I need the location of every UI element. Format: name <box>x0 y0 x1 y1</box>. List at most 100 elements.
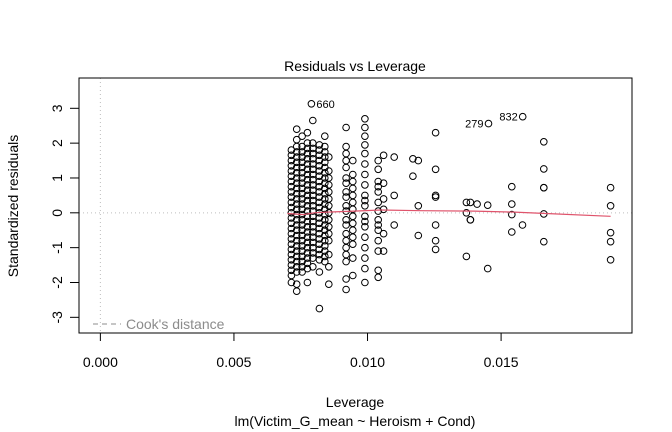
data-point <box>292 174 301 182</box>
data-point <box>321 200 329 208</box>
data-point <box>287 229 296 238</box>
data-point <box>374 156 383 165</box>
data-point <box>303 128 312 137</box>
data-point <box>321 236 329 245</box>
data-point <box>287 198 296 207</box>
x-axis-label: Leverage <box>326 394 385 410</box>
data-point <box>431 236 440 245</box>
data-point <box>361 141 369 149</box>
data-point <box>298 268 306 276</box>
data-point <box>606 256 615 264</box>
data-point <box>292 200 301 208</box>
data-point <box>303 233 312 241</box>
data-point <box>298 247 306 255</box>
data-point <box>342 149 350 158</box>
x-tick-label: 0.005 <box>216 354 251 370</box>
data-point <box>325 153 333 161</box>
data-point <box>287 177 296 186</box>
y-tick-label: -3 <box>49 311 65 324</box>
data-point <box>315 156 324 165</box>
data-point <box>292 287 301 296</box>
data-point <box>379 205 388 214</box>
data-point <box>292 247 301 255</box>
data-point <box>325 250 333 259</box>
data-point <box>540 165 548 173</box>
data-point <box>361 181 369 189</box>
plot-frame <box>78 77 633 334</box>
data-point <box>287 250 296 259</box>
data-point <box>303 254 312 262</box>
data-point <box>349 177 357 186</box>
data-point <box>606 183 615 192</box>
data-point <box>292 153 301 161</box>
data-point <box>303 186 312 194</box>
data-point <box>321 257 329 266</box>
data-point <box>374 207 383 215</box>
data-point <box>292 257 301 266</box>
data-point <box>342 174 350 182</box>
data-point <box>342 156 350 165</box>
data-point <box>292 226 301 234</box>
data-point <box>606 202 615 210</box>
data-point <box>303 264 312 273</box>
data-point <box>303 144 312 153</box>
data-point <box>325 216 333 224</box>
data-point <box>315 224 324 233</box>
data-point <box>287 182 296 191</box>
data-point <box>414 202 423 210</box>
data-point <box>298 179 306 187</box>
data-point <box>606 228 615 237</box>
data-point <box>462 209 471 217</box>
data-point <box>292 216 301 224</box>
data-point <box>431 165 440 174</box>
data-point <box>315 167 324 175</box>
data-point <box>414 231 423 240</box>
data-point <box>349 191 357 200</box>
data-point <box>361 123 369 132</box>
data-point <box>303 202 312 210</box>
data-point <box>321 142 329 151</box>
data-point <box>303 175 312 184</box>
data-point <box>473 200 481 208</box>
data-point <box>315 162 324 170</box>
data-point <box>361 278 369 287</box>
data-point <box>321 195 329 203</box>
data-point <box>342 221 350 229</box>
data-point <box>374 188 383 196</box>
outlier-label: 279 <box>465 119 483 131</box>
data-point <box>361 191 369 200</box>
data-point <box>349 233 357 241</box>
data-point <box>303 160 312 168</box>
y-tick-label: 3 <box>49 104 65 112</box>
data-point <box>315 177 324 186</box>
data-point <box>342 257 350 266</box>
data-point <box>298 216 306 224</box>
data-point <box>303 139 312 147</box>
data-point <box>321 216 329 224</box>
data-point <box>321 189 329 198</box>
data-point <box>303 165 312 174</box>
y-axis-label: Standardized residuals <box>5 135 21 277</box>
data-point <box>414 156 423 165</box>
data-point <box>287 224 296 233</box>
data-point <box>342 250 350 259</box>
x-axis: 0.000 0.005 0.010 0.015 <box>83 332 519 370</box>
data-point <box>361 132 369 140</box>
data-point <box>606 237 615 246</box>
y-axis: -3 -2 -1 0 1 2 3 <box>49 104 80 324</box>
data-point <box>287 151 296 160</box>
data-point <box>315 151 324 160</box>
data-point <box>287 261 296 269</box>
data-point <box>342 202 350 210</box>
data-point <box>349 170 357 179</box>
data-point <box>321 221 329 229</box>
data-point <box>321 153 329 161</box>
data-point <box>315 193 324 201</box>
data-point <box>321 179 329 187</box>
data-point <box>315 245 324 254</box>
outlier-label: 832 <box>499 112 517 124</box>
data-point-outlier <box>484 119 493 128</box>
data-point <box>303 196 312 205</box>
data-point <box>309 116 317 125</box>
model-formula-subtitle: lm(Victim_G_mean ~ Heroism + Cond) <box>235 413 476 429</box>
